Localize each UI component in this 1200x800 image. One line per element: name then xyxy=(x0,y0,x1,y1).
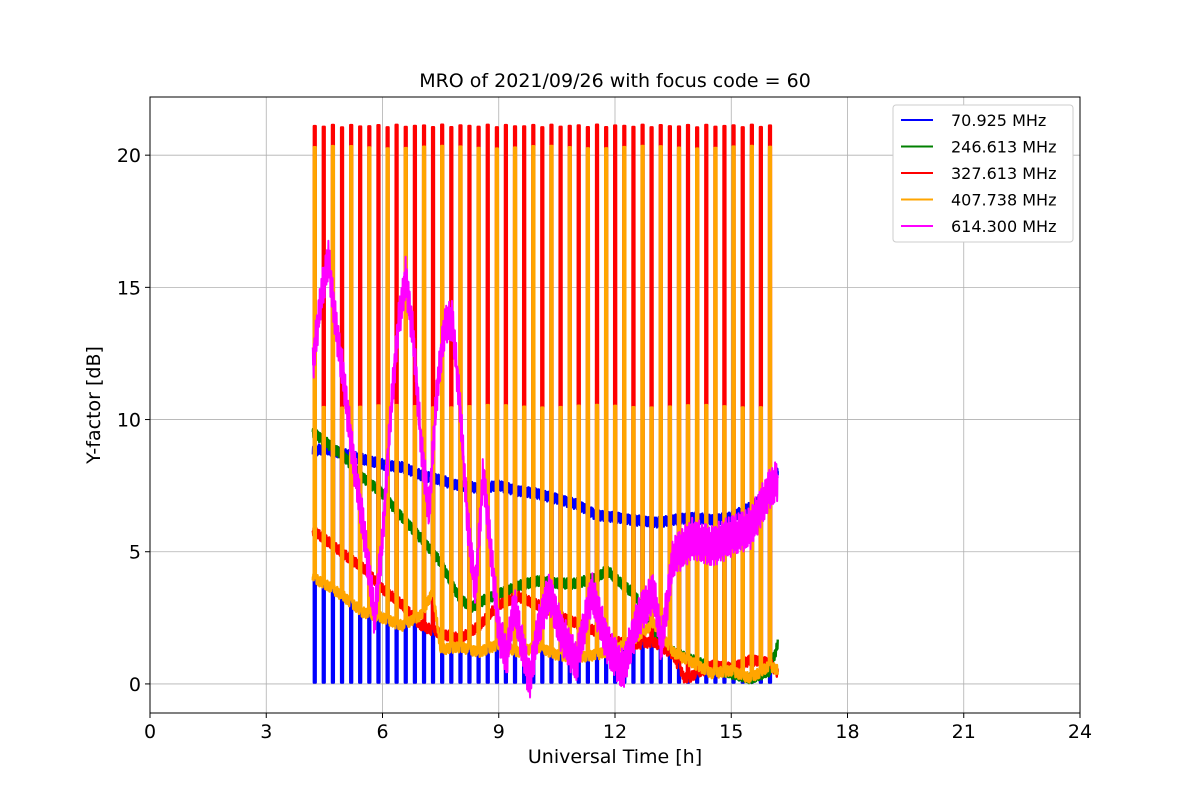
series-614-300-MHz-mhz xyxy=(311,239,779,699)
y-tick-label: 15 xyxy=(117,277,141,299)
x-tick-label: 21 xyxy=(952,721,976,743)
legend-label: 246.613 MHz xyxy=(951,138,1056,157)
x-tick-label: 18 xyxy=(835,721,859,743)
legend-label: 327.613 MHz xyxy=(951,164,1056,183)
x-tick-label: 15 xyxy=(719,721,743,743)
series-407-738-MHz-mhz xyxy=(311,144,779,684)
legend-label: 70.925 MHz xyxy=(951,111,1046,130)
y-tick-label: 20 xyxy=(117,145,141,167)
chart-title: MRO of 2021/09/26 with focus code = 60 xyxy=(419,70,811,92)
x-tick-label: 6 xyxy=(376,721,388,743)
series-line xyxy=(311,442,779,684)
series-line xyxy=(311,239,779,699)
x-tick-label: 0 xyxy=(144,721,156,743)
x-tick-label: 3 xyxy=(260,721,272,743)
x-tick-label: 9 xyxy=(493,721,505,743)
x-tick-label: 24 xyxy=(1068,721,1092,743)
series-70-925-MHz-mhz xyxy=(311,442,779,684)
legend-label: 614.300 MHz xyxy=(951,217,1056,236)
x-tick-label: 12 xyxy=(603,721,627,743)
axis-ticks: 0 3 6 9 12 15 18 21 24 0 5 10 15 20 xyxy=(117,145,1092,743)
series-line xyxy=(311,144,779,684)
legend-label: 407.738 MHz xyxy=(951,191,1056,210)
y-tick-label: 0 xyxy=(129,674,141,696)
plot-data xyxy=(311,123,779,699)
legend-frame xyxy=(892,104,1074,243)
y-tick-label: 10 xyxy=(117,410,141,432)
y-axis-label: Y-factor [dB] xyxy=(83,346,105,465)
y-tick-label: 5 xyxy=(129,542,141,564)
x-axis-label: Universal Time [h] xyxy=(528,746,702,768)
legend: 70.925 MHz 246.613 MHz 327.613 MHz 407.738 … xyxy=(892,104,1074,243)
